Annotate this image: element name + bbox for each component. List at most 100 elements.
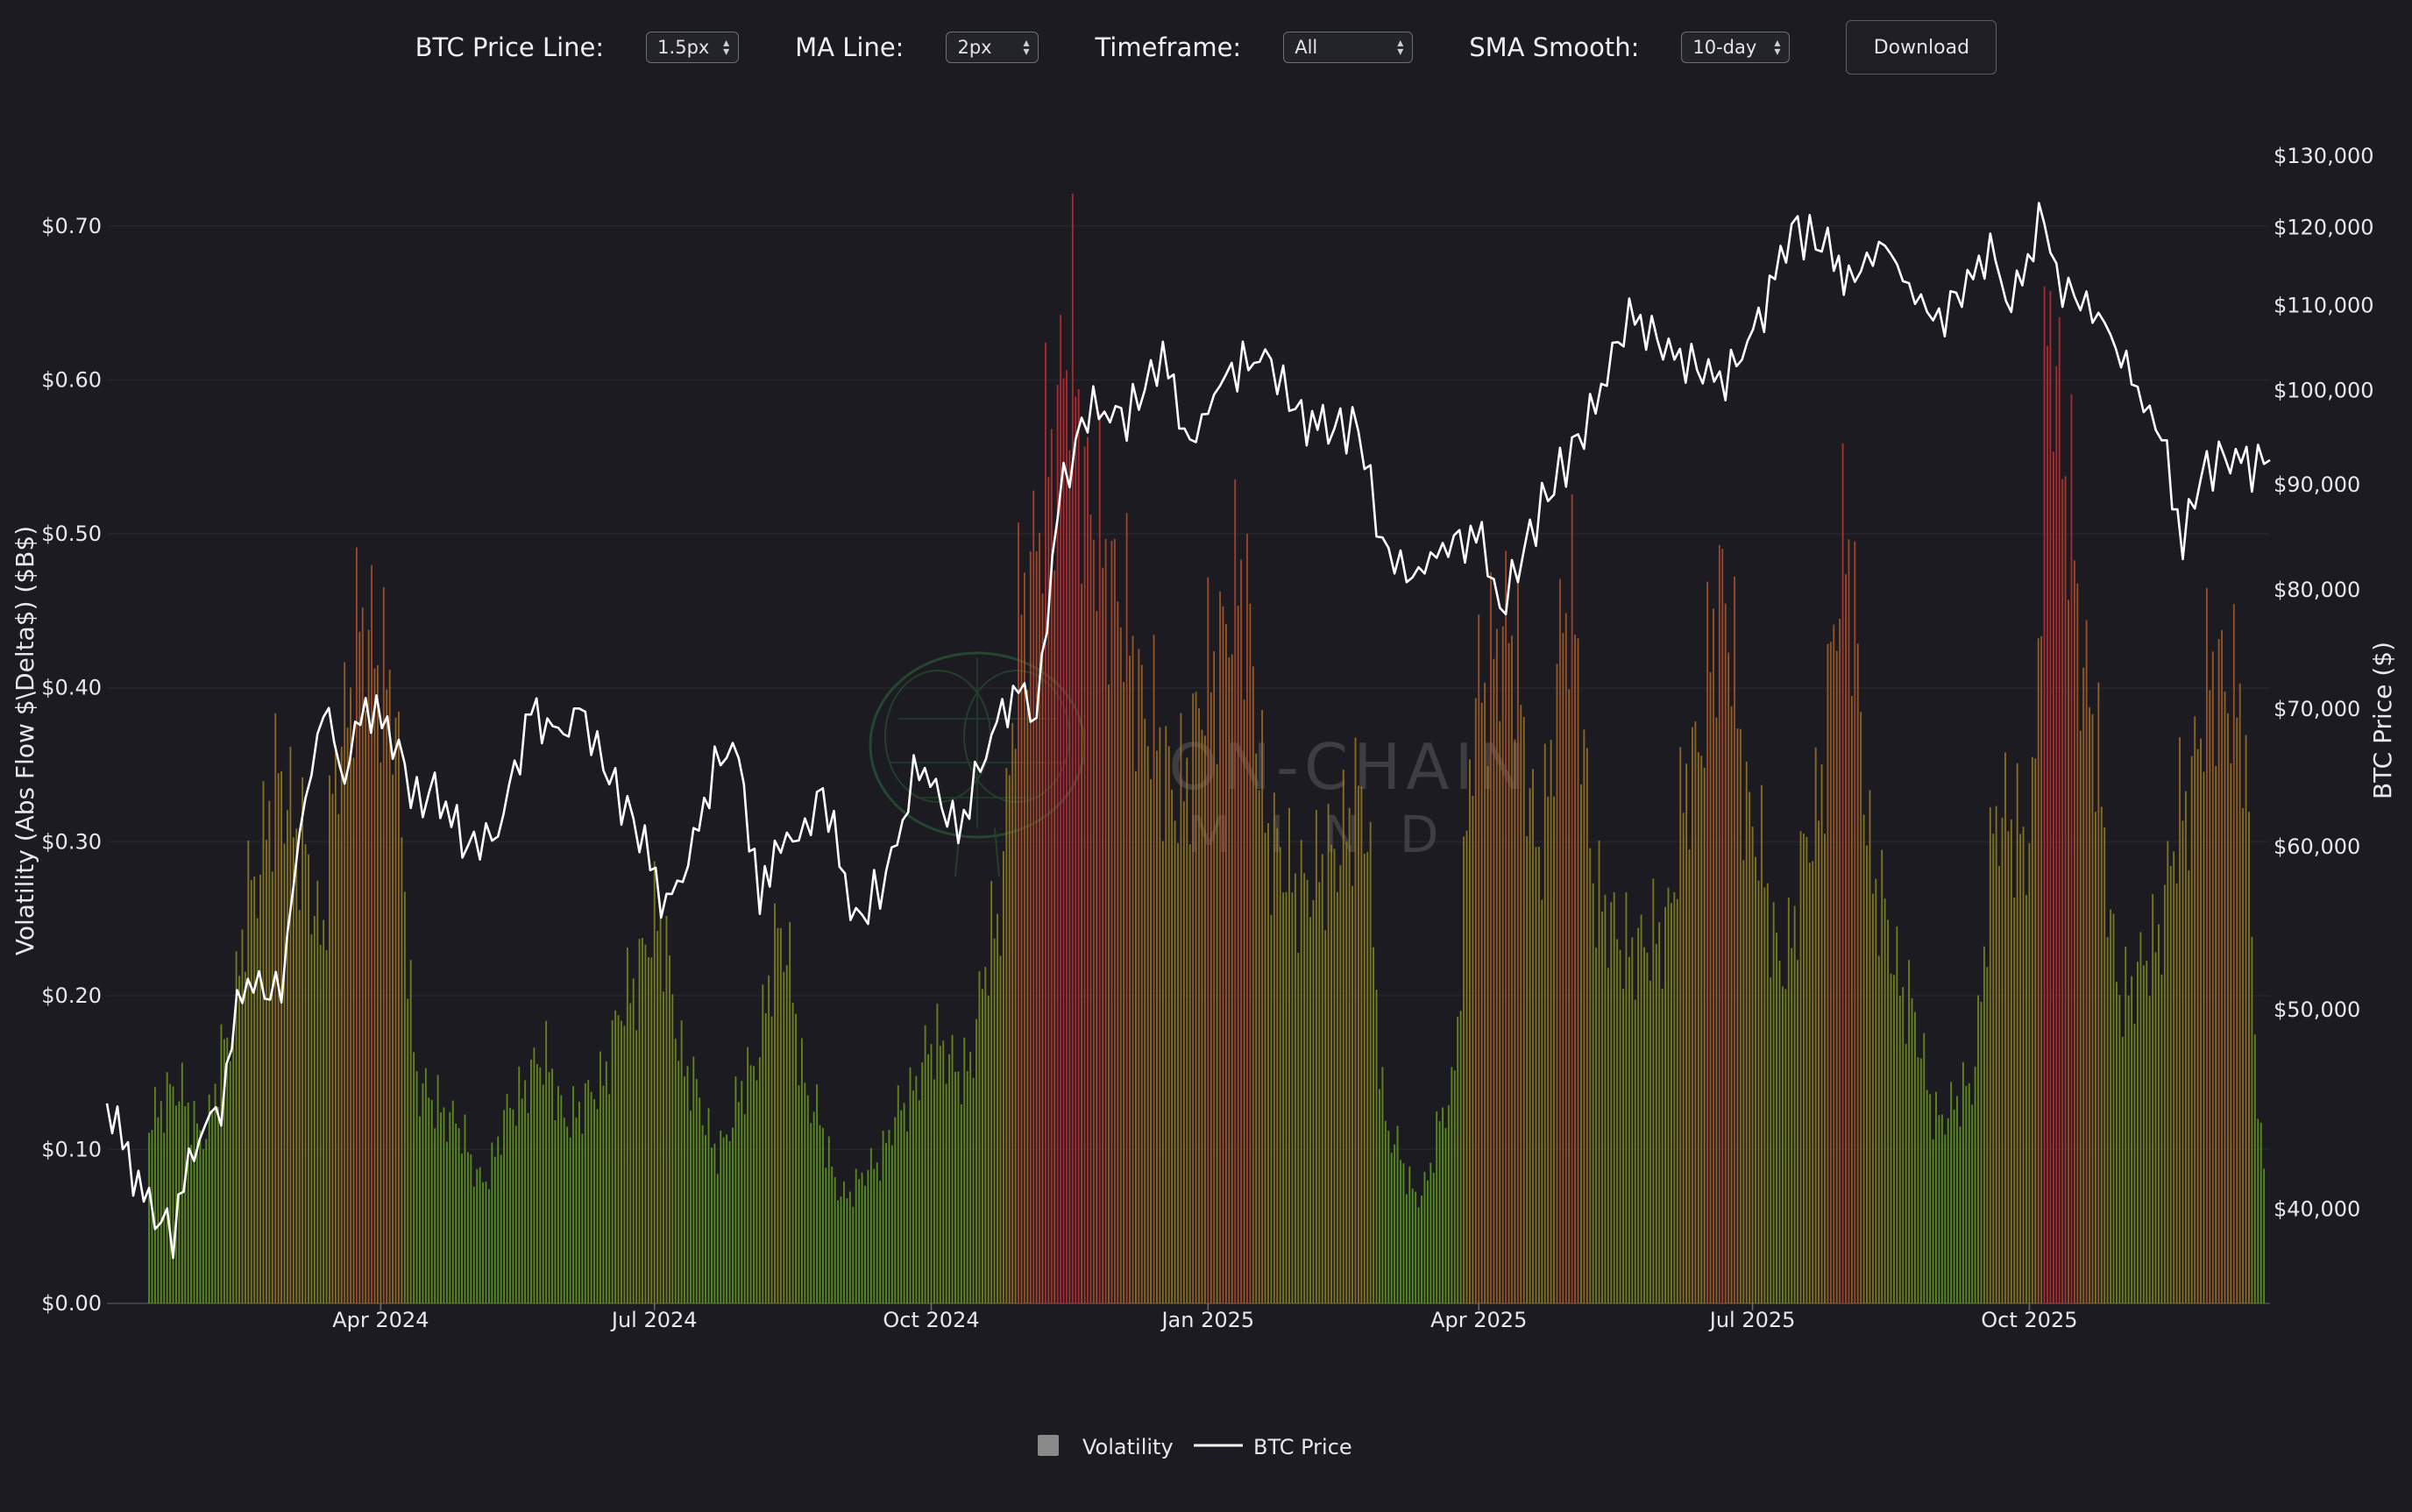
volatility-bar [930, 1044, 933, 1303]
right-tick-label: $40,000 [2274, 1197, 2360, 1222]
volatility-bar [2146, 961, 2148, 1303]
volatility-bar [487, 1189, 490, 1303]
volatility-bar [428, 1097, 430, 1303]
sma-smooth-select[interactable]: 10-day ▴ ▾ [1681, 32, 1791, 63]
volatility-bar [1421, 1195, 1422, 1303]
volatility-bar [806, 1095, 809, 1303]
volatility-bar [190, 1145, 193, 1303]
volatility-bar [2043, 286, 2046, 1304]
volatility-bar [380, 762, 382, 1303]
legend-item-volatility[interactable]: Volatility [1038, 1435, 1174, 1459]
volatility-bar [1150, 778, 1153, 1303]
volatility-bar [1023, 572, 1025, 1303]
volatility-bar [1451, 1067, 1453, 1303]
volatility-bar [1940, 1114, 1943, 1303]
volatility-bar [779, 927, 782, 1303]
volatility-bar [2205, 587, 2208, 1303]
volatility-bar [972, 1077, 975, 1303]
volatility-bar [1995, 806, 1997, 1303]
volatility-bar [1833, 624, 1835, 1303]
volatility-bar [1598, 840, 1600, 1303]
volatility-bar [274, 713, 277, 1303]
volatility-bar [1408, 1166, 1411, 1303]
volatility-bar [1914, 1012, 1916, 1303]
volatility-bar [2019, 834, 2022, 1303]
volatility-bar [686, 1066, 689, 1303]
volatility-bar [705, 1135, 707, 1303]
volatility-bar [1237, 606, 1239, 1303]
legend-label-volatility: Volatility [1082, 1435, 1174, 1459]
volatility-bar [1177, 842, 1179, 1303]
volatility-bar [900, 1110, 903, 1303]
volatility-bar [2061, 479, 2064, 1303]
volatility-bar [2121, 1036, 2124, 1303]
price-line-control: BTC Price Line: 1.5px ▴ ▾ [415, 32, 740, 63]
legend-item-btc-price[interactable]: BTC Price [1194, 1435, 1352, 1459]
volatility-bar [2055, 366, 2058, 1303]
volatility-bar [1098, 413, 1101, 1303]
volatility-bar [373, 668, 376, 1303]
volatility-bar [756, 1080, 758, 1303]
timeframe-select[interactable]: All ▴ ▾ [1283, 32, 1414, 63]
volatility-bar [554, 1119, 557, 1303]
volatility-bar [1727, 652, 1730, 1303]
volatility-bar [1520, 705, 1522, 1303]
volatility-bar [1415, 1191, 1417, 1303]
volatility-bar [611, 1019, 614, 1303]
volatility-bar [2133, 1023, 2136, 1303]
left-tick-label: $0.20 [41, 983, 102, 1008]
volatility-bar [768, 975, 770, 1303]
volatility-bar [1156, 750, 1158, 1303]
volatility-bar [211, 1111, 214, 1303]
volatility-bar [352, 757, 355, 1303]
volatility-bar [1438, 1121, 1441, 1303]
volatility-bar [1474, 698, 1477, 1303]
volatility-bar [419, 1116, 421, 1303]
volatility-bar [1998, 865, 2001, 1303]
volatility-bar [1829, 642, 1832, 1303]
volatility-bar [909, 1067, 912, 1303]
volatility-bar [894, 1117, 897, 1303]
volatility-bar [1658, 922, 1661, 1303]
volatility-bar [1321, 854, 1323, 1303]
volatility-bar [2263, 1168, 2266, 1303]
volatility-bar [1932, 1139, 1934, 1303]
volatility-bar [656, 931, 659, 1303]
volatility-bar [265, 840, 267, 1303]
volatility-bar [1144, 719, 1146, 1303]
volatility-bar [551, 1068, 553, 1303]
volatility-bar [1261, 710, 1264, 1303]
volatility-bar [2221, 629, 2224, 1303]
volatility-bar [1770, 977, 1772, 1303]
volatility-bar [524, 1080, 527, 1303]
volatility-bar [1279, 847, 1281, 1303]
volatility-bar [1871, 893, 1874, 1303]
download-button[interactable]: Download [1846, 20, 1997, 75]
volatility-bar [1919, 1058, 1922, 1303]
volatility-bar [482, 1182, 485, 1303]
volatility-bar [2103, 827, 2106, 1303]
volatility-bar [1216, 763, 1218, 1303]
volatility-bar [861, 1172, 863, 1303]
volatility-bar [1571, 493, 1573, 1303]
volatility-bar [2016, 763, 2018, 1303]
ma-line-select[interactable]: 2px ▴ ▾ [946, 32, 1039, 63]
volatility-bar [1252, 666, 1254, 1303]
volatility-bar [2230, 763, 2232, 1303]
volatility-bar [1390, 1153, 1393, 1303]
volatility-bar [1947, 1118, 1949, 1303]
volatility-bar [1053, 570, 1056, 1303]
volatility-bar [728, 1140, 731, 1303]
price-line-select[interactable]: 1.5px ▴ ▾ [646, 32, 740, 63]
volatility-bar [642, 937, 643, 1303]
volatility-bar [2160, 974, 2163, 1303]
volatility-bar [1805, 836, 1808, 1303]
left-tick-label: $0.10 [41, 1137, 102, 1161]
volatility-bar [1724, 603, 1727, 1303]
volatility-bar [1607, 968, 1609, 1303]
volatility-bar [1255, 753, 1258, 1303]
volatility-bar [1881, 849, 1883, 1303]
volatility-bar [1688, 849, 1691, 1303]
volatility-bar [548, 1072, 550, 1303]
volatility-bar [1240, 559, 1243, 1303]
